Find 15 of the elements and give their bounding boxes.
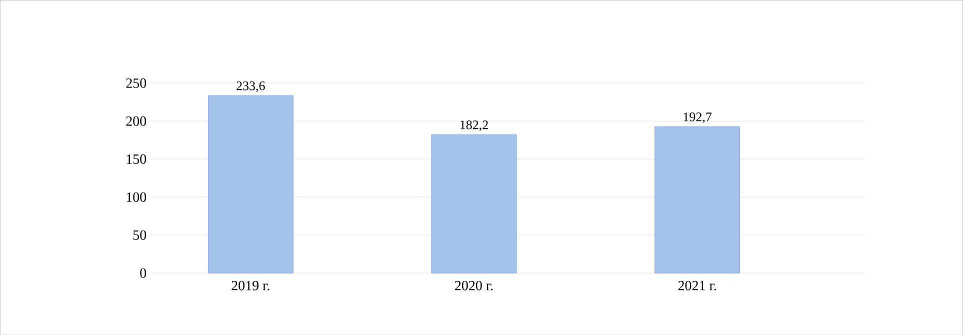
- x-tick-label: 2020 г.: [455, 280, 493, 290]
- data-label: 233,6: [236, 81, 265, 92]
- bar: [654, 126, 740, 274]
- data-label: 192,7: [684, 112, 712, 124]
- x-tick-label: 2021 г.: [678, 280, 716, 290]
- y-tick-label: 200: [126, 116, 146, 126]
- x-tick-label: 2019 г.: [232, 280, 270, 290]
- bar: [431, 134, 517, 274]
- data-label: 182,2: [460, 120, 488, 132]
- y-tick-label: 150: [126, 154, 146, 164]
- y-tick-label: 0: [140, 268, 146, 278]
- y-tick-label: 50: [133, 230, 146, 240]
- bar: [208, 95, 294, 274]
- y-tick-label: 250: [126, 78, 146, 88]
- y-tick-label: 100: [126, 192, 146, 202]
